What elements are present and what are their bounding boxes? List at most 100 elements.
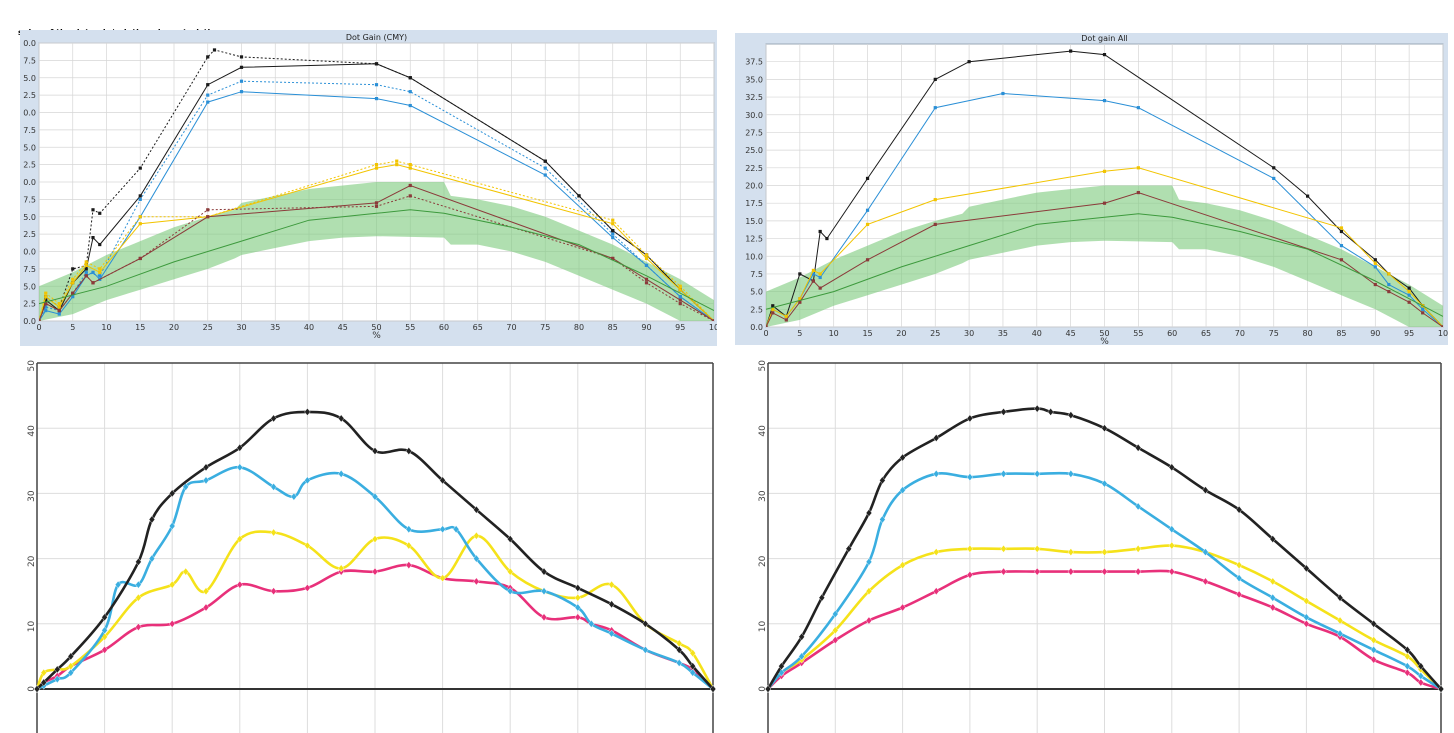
data-point: [1235, 590, 1243, 599]
x-tick-label: 20: [169, 323, 179, 332]
data-point: [408, 194, 412, 198]
data-point: [798, 652, 805, 661]
data-point: [138, 256, 142, 261]
data-point: [44, 298, 48, 302]
data-point: [236, 463, 243, 472]
panel-background: [730, 350, 1454, 733]
data-point: [135, 557, 142, 566]
y-tick-label: 35.0: [745, 75, 763, 84]
x-tick-label: 5: [70, 323, 75, 332]
data-point: [1102, 169, 1107, 173]
data-point: [1441, 325, 1443, 327]
data-point: [1202, 577, 1209, 586]
data-point: [642, 619, 649, 628]
x-tick-label: 70: [1235, 329, 1245, 338]
data-point: [206, 93, 210, 97]
data-point: [1235, 505, 1243, 514]
data-point: [270, 482, 277, 491]
data-point: [1102, 53, 1107, 57]
data-point: [1370, 655, 1377, 664]
data-point: [338, 469, 345, 478]
data-point: [54, 665, 61, 674]
panel-background: [0, 350, 720, 733]
data-point: [778, 662, 785, 671]
x-tick-label: 40: [304, 323, 314, 332]
data-point: [644, 277, 649, 281]
data-point: [832, 636, 839, 645]
data-point: [405, 525, 412, 534]
x-tick-label: 80: [1303, 329, 1313, 338]
data-point: [98, 270, 102, 274]
data-point: [169, 522, 176, 530]
data-point: [811, 272, 815, 276]
data-point: [784, 318, 788, 322]
data-point: [1269, 577, 1276, 586]
data-point: [236, 580, 243, 589]
data-point: [1370, 645, 1377, 654]
data-point: [1135, 544, 1142, 553]
data-point: [1269, 535, 1276, 543]
data-point: [689, 662, 696, 671]
data-point: [608, 600, 615, 609]
data-point: [236, 535, 243, 543]
data-point: [588, 619, 595, 628]
x-tick-label: 60: [439, 323, 449, 332]
data-point: [71, 291, 75, 295]
data-point: [371, 447, 379, 455]
x-tick-label: 0: [763, 329, 768, 338]
x-tick-label: 85: [1336, 329, 1346, 338]
data-point: [473, 577, 480, 586]
data-point: [811, 279, 815, 283]
x-tick-label: 75: [1269, 329, 1279, 338]
data-point: [71, 277, 75, 281]
data-point: [33, 685, 41, 693]
data-point: [374, 201, 379, 205]
data-point: [1303, 597, 1310, 605]
series-line-y: [766, 167, 1443, 327]
data-point: [439, 476, 446, 485]
data-point: [1102, 99, 1107, 103]
data-point: [507, 567, 514, 576]
data-point: [371, 535, 379, 543]
data-point: [1404, 662, 1411, 671]
data-point: [1136, 190, 1140, 195]
y-tick-label: 22.5: [745, 164, 763, 173]
data-point: [206, 215, 210, 219]
data-point: [678, 302, 682, 306]
chart-title: Dot gain All: [1081, 34, 1127, 43]
data-point: [811, 268, 815, 272]
data-point: [40, 678, 47, 687]
data-point: [1373, 258, 1377, 262]
x-tick-label: 10: [1438, 329, 1448, 338]
data-point: [933, 106, 937, 110]
data-point: [1404, 645, 1411, 654]
data-point: [44, 302, 48, 306]
data-point: [611, 232, 615, 236]
y-tick-label: 2.5: [23, 161, 36, 170]
x-tick-label: 80: [574, 323, 584, 332]
data-point: [374, 163, 379, 167]
y-tick-label: 12.5: [745, 235, 763, 244]
data-point: [304, 476, 311, 485]
x-tick-label: 85: [608, 323, 618, 332]
chart-dot-gain-all-svg: Dot gain All 0 5 10 15 20 25 30 35 40 45 50 55 60 65 70…: [735, 33, 1448, 345]
data-point: [1000, 567, 1007, 576]
data-point: [865, 222, 870, 227]
data-point: [678, 298, 682, 302]
data-point: [98, 211, 102, 215]
y-tick-label: 7.5: [23, 56, 36, 65]
data-point: [825, 236, 829, 241]
data-point: [1370, 619, 1377, 628]
x-tick-label: 0: [36, 323, 41, 332]
data-point: [395, 159, 399, 163]
data-point: [1102, 201, 1107, 205]
data-point: [507, 587, 514, 596]
data-point: [473, 505, 480, 514]
data-point: [135, 593, 142, 602]
data-point: [57, 302, 61, 306]
chart-bottom-right-svg: 0 10 20 30 40 50: [730, 350, 1454, 733]
data-point: [1101, 548, 1108, 557]
data-point: [1101, 479, 1108, 488]
data-point: [611, 256, 615, 261]
data-point: [1168, 567, 1175, 576]
